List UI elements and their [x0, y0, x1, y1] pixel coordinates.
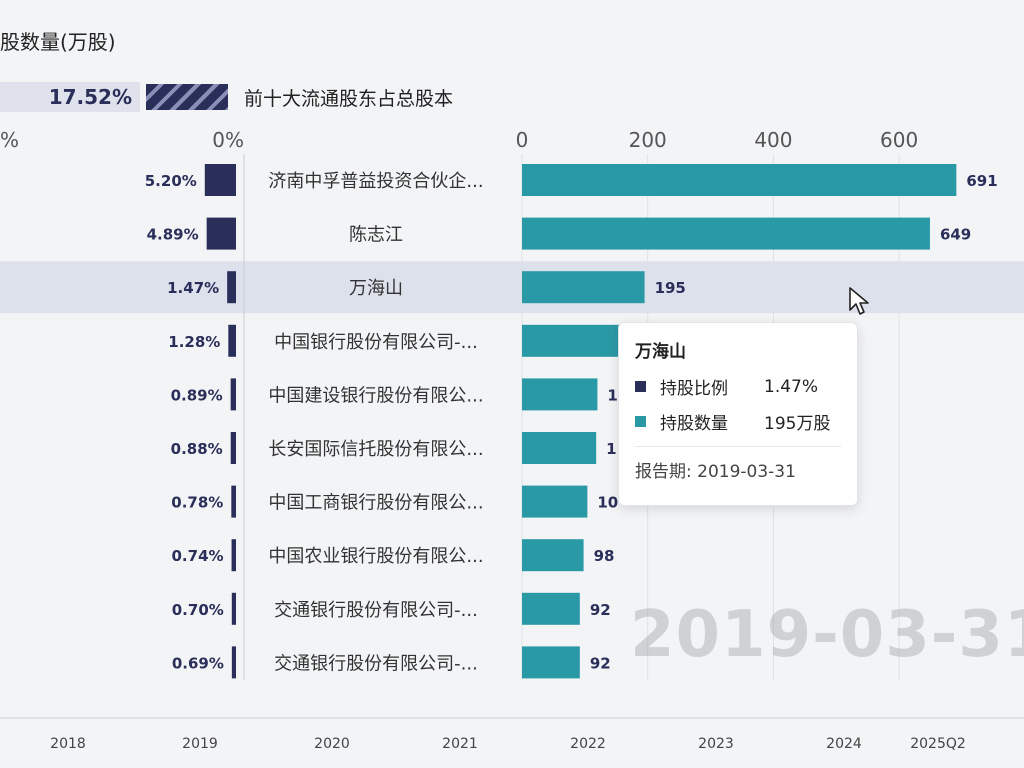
- mouse-cursor-icon: [849, 287, 869, 315]
- ratio-bar-2: [227, 271, 236, 304]
- ratio-axis-tick-0: %: [0, 128, 19, 152]
- timeline-year-5: 2023: [698, 736, 734, 752]
- total-ratio-value: 17.52%: [0, 82, 140, 112]
- ratio-bar-1: [206, 217, 236, 250]
- tooltip-swatch-volume: [635, 416, 646, 427]
- ratio-label-9: 0.69%: [172, 654, 224, 672]
- volume-label-7: 98: [594, 547, 615, 565]
- volume-label-5: 1: [606, 440, 616, 458]
- ratio-bar-3: [228, 324, 236, 357]
- tooltip-row-ratio: 持股比例 1.47%: [635, 374, 841, 399]
- volume-label-8: 92: [590, 601, 611, 619]
- timeline-year-1: 2019: [182, 736, 218, 752]
- volume-bar-0: [522, 164, 957, 196]
- volume-label-6: 10: [597, 494, 618, 512]
- volume-label-2: 195: [655, 279, 686, 297]
- ratio-bar-0: [204, 164, 236, 196]
- ratio-label-5: 0.88%: [171, 440, 223, 458]
- volume-bar-5: [522, 432, 597, 464]
- total-ratio-legend-swatch: [146, 84, 228, 110]
- ratio-bar-8: [231, 592, 236, 625]
- ratio-bar-6: [231, 485, 236, 518]
- ratio-label-4: 0.89%: [171, 386, 223, 404]
- ratio-bar-9: [231, 646, 236, 679]
- ratio-bar-7: [231, 539, 236, 572]
- timeline-year-4: 2022: [570, 736, 606, 752]
- ratio-axis-tick-1: 0%: [212, 128, 244, 152]
- tooltip-report-date: 报告期: 2019-03-31: [635, 462, 796, 482]
- holder-name-1: 陈志江: [349, 225, 403, 246]
- ratio-label-3: 1.28%: [168, 333, 220, 351]
- volume-bar-3: [522, 324, 622, 357]
- timeline-year-2: 2020: [314, 736, 350, 752]
- tooltip-value-ratio: 1.47%: [764, 376, 819, 397]
- volume-label-9: 92: [590, 654, 611, 672]
- report-date-watermark: 2019-03-31: [630, 598, 1024, 672]
- tooltip-value-volume: 195万股: [764, 414, 831, 434]
- tooltip-row-volume: 持股数量 195万股: [635, 409, 841, 434]
- holder-name-6: 中国工商银行股份有限公...: [268, 493, 483, 514]
- ratio-label-2: 1.47%: [167, 279, 219, 297]
- volume-label-4: 1: [607, 386, 617, 404]
- timeline-year-6: 2024: [826, 736, 862, 752]
- ratio-bar-5: [230, 432, 236, 464]
- holder-name-8: 交通银行股份有限公司-...: [274, 600, 478, 621]
- tooltip-label-ratio: 持股比例: [660, 379, 728, 399]
- timeline-year-7: 2025Q2: [910, 736, 966, 752]
- chart-tooltip: 万海山 持股比例 1.47% 持股数量 195万股 报告期: 2019-03-3…: [618, 322, 858, 506]
- timeline-year-3: 2021: [442, 736, 478, 752]
- total-ratio-label: 前十大流通股东占总股本: [244, 88, 454, 110]
- volume-bar-4: [522, 378, 598, 411]
- holder-name-5: 长安国际信托股份有限公...: [268, 439, 483, 460]
- holder-name-3: 中国银行股份有限公司-...: [274, 332, 478, 353]
- ratio-label-1: 4.89%: [147, 226, 199, 244]
- ratio-label-8: 0.70%: [172, 601, 224, 619]
- tooltip-swatch-ratio: [635, 381, 646, 392]
- timeline-year-0: 2018: [50, 736, 86, 752]
- volume-label-0: 691: [966, 172, 997, 190]
- volume-bar-1: [522, 217, 930, 250]
- ratio-label-6: 0.78%: [171, 494, 223, 512]
- volume-axis-tick-0: 0: [516, 128, 529, 152]
- volume-axis-tick-3: 600: [880, 128, 918, 152]
- volume-bar-6: [522, 485, 588, 518]
- volume-bar-7: [522, 539, 584, 572]
- holder-name-2: 万海山: [349, 278, 403, 299]
- holder-name-4: 中国建设银行股份有限公...: [268, 385, 483, 406]
- volume-axis-tick-1: 200: [629, 128, 667, 152]
- tooltip-divider: [635, 446, 841, 447]
- volume-bar-9: [522, 646, 580, 679]
- chart-title: 股数量(万股): [0, 30, 116, 54]
- tooltip-holder-name: 万海山: [635, 342, 686, 362]
- ratio-label-7: 0.74%: [172, 547, 224, 565]
- holder-name-7: 中国农业银行股份有限公...: [268, 546, 483, 567]
- holder-name-9: 交通银行股份有限公司-...: [274, 653, 478, 674]
- volume-axis-tick-2: 400: [754, 128, 792, 152]
- ratio-bar-4: [230, 378, 236, 411]
- holder-name-0: 济南中孚普益投资合伙企...: [268, 171, 483, 192]
- volume-bar-8: [522, 592, 580, 625]
- tooltip-label-volume: 持股数量: [660, 414, 728, 434]
- volume-label-1: 649: [940, 226, 971, 244]
- volume-bar-2: [522, 271, 645, 304]
- ratio-label-0: 5.20%: [145, 172, 197, 190]
